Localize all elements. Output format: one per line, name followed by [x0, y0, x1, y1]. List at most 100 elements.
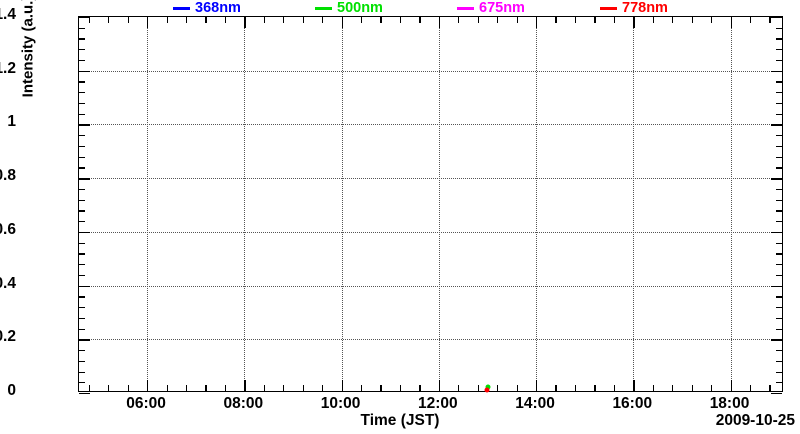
- y-tick-minor: [79, 296, 85, 298]
- y-tick-minor: [79, 360, 85, 362]
- y-tick-major: [79, 178, 90, 180]
- x-tick-minor-top: [516, 17, 518, 23]
- x-tick-label: 10:00: [320, 395, 361, 412]
- x-tick-minor: [205, 385, 207, 391]
- x-tick-minor-top: [769, 17, 771, 23]
- x-tick-minor-top: [652, 17, 654, 23]
- y-tick-minor: [79, 81, 85, 83]
- y-tick-minor: [79, 92, 85, 94]
- y-tick-minor: [79, 59, 85, 62]
- x-tick-major: [633, 380, 635, 391]
- y-tick-minor: [79, 307, 85, 309]
- legend-entry-500nm: 500nm: [315, 0, 383, 16]
- y-tick-major: [79, 124, 90, 126]
- x-tick-label: 06:00: [126, 395, 166, 412]
- y-tick-major-right: [771, 70, 782, 73]
- horizontal-gridline: [79, 178, 782, 180]
- x-tick-minor-top: [574, 17, 577, 23]
- x-tick-minor: [108, 385, 110, 391]
- x-tick-label: 14:00: [515, 395, 555, 412]
- y-tick-major-right: [771, 339, 782, 341]
- x-tick-minor-top: [477, 17, 479, 23]
- x-tick-label: 16:00: [612, 395, 653, 412]
- y-tick-minor: [79, 135, 85, 137]
- y-tick-minor-right: [776, 371, 782, 373]
- y-tick-minor-right: [776, 360, 782, 362]
- x-tick-minor-top: [555, 17, 557, 23]
- x-tick-minor-top: [302, 17, 304, 23]
- y-tick-minor: [79, 188, 85, 191]
- x-tick-minor: [283, 385, 285, 391]
- y-tick-minor: [79, 274, 85, 277]
- y-tick-minor: [79, 38, 85, 40]
- x-tick-minor: [302, 385, 304, 391]
- vertical-gridline: [438, 17, 440, 391]
- data-point-778nm: [484, 387, 490, 392]
- x-tick-label: 12:00: [417, 395, 458, 412]
- y-tick-minor-right: [776, 328, 782, 330]
- x-tick-minor: [380, 385, 382, 391]
- x-tick-minor: [458, 385, 460, 391]
- x-tick-major: [536, 380, 538, 391]
- x-tick-minor-top: [283, 17, 285, 23]
- horizontal-gridline: [79, 231, 782, 233]
- x-tick-minor-top: [224, 17, 227, 23]
- x-tick-minor: [691, 385, 693, 391]
- y-tick-minor: [79, 317, 85, 319]
- x-tick-minor: [769, 385, 771, 391]
- x-tick-minor-top: [127, 17, 129, 23]
- y-tick-minor: [79, 49, 85, 51]
- legend-entry-675nm: 675nm: [457, 0, 525, 16]
- vertical-gridline: [633, 17, 635, 391]
- x-tick-minor: [497, 385, 499, 391]
- x-tick-minor: [419, 385, 421, 391]
- x-tick-major: [730, 380, 732, 391]
- y-tick-minor-right: [776, 81, 782, 83]
- x-tick-major-top: [536, 17, 538, 28]
- y-tick-minor: [79, 350, 85, 352]
- x-tick-minor: [185, 385, 188, 391]
- x-tick-minor-top: [458, 17, 460, 23]
- x-tick-minor-top: [88, 17, 90, 23]
- y-tick-label: 0: [7, 382, 16, 399]
- y-tick-minor-right: [776, 274, 782, 277]
- x-tick-major-top: [341, 17, 343, 28]
- vertical-gridline: [147, 17, 149, 391]
- legend-swatch-icon: [457, 6, 474, 10]
- x-tick-minor: [672, 385, 674, 391]
- legend-label: 675nm: [479, 0, 525, 16]
- y-tick-minor-right: [776, 242, 782, 244]
- y-tick-minor: [79, 264, 85, 266]
- y-tick-minor: [79, 242, 85, 244]
- x-tick-minor-top: [497, 17, 499, 23]
- x-tick-minor-top: [166, 17, 168, 23]
- y-tick-major: [79, 285, 90, 287]
- y-tick-minor: [79, 199, 85, 201]
- x-tick-major-top: [438, 17, 441, 28]
- x-tick-minor: [224, 385, 227, 391]
- horizontal-gridline: [79, 124, 782, 126]
- y-tick-minor: [79, 371, 85, 373]
- plot-frame: [78, 16, 783, 395]
- y-tick-minor-right: [776, 350, 782, 352]
- y-tick-minor: [79, 156, 85, 158]
- y-tick-minor-right: [776, 210, 782, 212]
- legend-entry-778nm: 778nm: [600, 0, 668, 16]
- x-tick-minor-top: [749, 17, 752, 23]
- x-tick-minor-top: [185, 17, 188, 23]
- x-tick-minor-top: [108, 17, 110, 23]
- x-tick-minor: [88, 385, 90, 391]
- y-tick-major: [79, 231, 90, 234]
- x-tick-minor: [555, 385, 557, 391]
- y-tick-major: [79, 339, 90, 341]
- x-tick-minor: [127, 385, 129, 391]
- x-tick-major: [147, 380, 149, 391]
- y-axis-title: Intensity (a.u.): [19, 0, 37, 98]
- x-tick-minor: [594, 385, 596, 391]
- x-tick-minor: [477, 385, 479, 391]
- y-tick-label: 1: [7, 113, 16, 131]
- legend-label: 778nm: [622, 0, 668, 16]
- y-tick-major-right: [771, 17, 782, 19]
- y-tick-minor-right: [776, 92, 782, 94]
- x-tick-minor: [749, 385, 752, 391]
